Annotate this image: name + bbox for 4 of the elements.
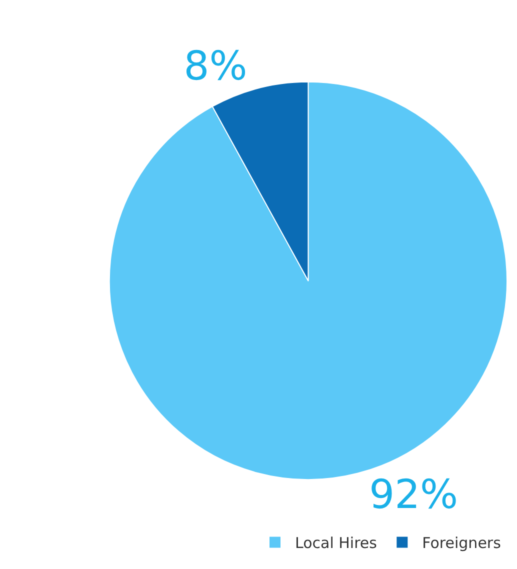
data-label: 8%: [184, 44, 248, 90]
data-label: 92%: [369, 472, 458, 518]
legend-label: Local Hires: [295, 534, 378, 552]
legend-label: Foreigners: [422, 534, 502, 552]
